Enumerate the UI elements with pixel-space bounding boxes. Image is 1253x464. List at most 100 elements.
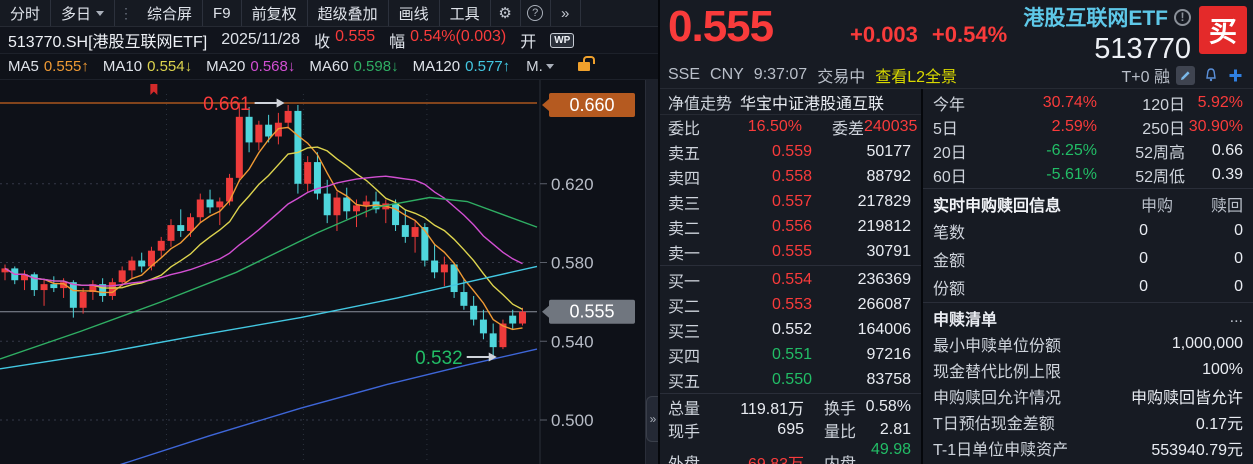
stat-label: 量比 [823, 423, 856, 441]
level-price[interactable]: 0.556 [771, 217, 812, 235]
level-label: 买四 [668, 348, 701, 366]
ma-toggle-ma20[interactable]: MA20 0.568↓ [206, 58, 295, 75]
level-price[interactable]: 0.552 [771, 320, 812, 338]
ma-more-label: M. [526, 58, 543, 75]
redemption-value: 553940.79元 [1151, 442, 1243, 459]
level-price[interactable]: 0.558 [771, 167, 812, 185]
expand-panel-button[interactable]: » [646, 396, 659, 442]
ma-value: 0.568↓ [250, 58, 296, 75]
ma-value: 0.598↓ [353, 58, 399, 75]
more-icon[interactable]: ... [1229, 308, 1243, 326]
level-volume: 266087 [857, 295, 911, 313]
redemption-row: 最小申赎单位份额 1,000,000 [923, 331, 1253, 357]
perf-value: 2.59% [1051, 118, 1097, 135]
bell-icon[interactable] [1201, 66, 1220, 85]
ma-label: MA60 [309, 58, 349, 75]
ma-toggle-ma10[interactable]: MA10 0.554↓ [103, 58, 192, 75]
bid-row[interactable]: 买二 0.553 266087 [660, 292, 921, 317]
gear-icon[interactable]: ⚙ [491, 0, 521, 26]
subscription-row: 笔数 0 0 [923, 217, 1253, 245]
level-price[interactable]: 0.555 [771, 242, 812, 260]
open-label: 开 [520, 34, 537, 51]
redemption-label: T-1日单位申赎资产 [933, 442, 1069, 459]
buy-button[interactable]: 买 [1199, 6, 1247, 54]
stat-label: 现手 [668, 423, 701, 441]
info-icon[interactable]: ! [1174, 8, 1191, 26]
level-price[interactable]: 0.554 [771, 270, 812, 288]
level-label: 卖二 [668, 220, 701, 238]
stat-label: 换手 [823, 400, 856, 418]
level-volume: 164006 [857, 320, 911, 338]
quote-time: 9:37:07 [753, 66, 808, 83]
toolbar-item-7[interactable]: 画线 [389, 0, 440, 26]
level-price[interactable]: 0.557 [771, 192, 812, 210]
help-icon[interactable]: ? [521, 0, 551, 26]
performance-grid: 今年 30.74% 120日 5.92% 5日 2.59% 250日 30.90% 20日 -6.… [923, 91, 1253, 187]
ask-row[interactable]: 卖一 0.555 30791 [660, 239, 921, 264]
chevron-down-icon [545, 64, 554, 69]
level-label: 买三 [668, 323, 701, 341]
ask-row[interactable]: 卖二 0.556 219812 [660, 214, 921, 239]
stat-value: 695 [777, 420, 804, 438]
level-price[interactable]: 0.550 [771, 370, 812, 388]
subscription-col-purchase: 申购 [1140, 197, 1173, 215]
stat-label: 外盘 [668, 450, 720, 464]
add-icon[interactable] [1226, 66, 1245, 85]
bid-row[interactable]: 买四 0.551 97216 [660, 342, 921, 367]
ask-row[interactable]: 卖三 0.557 217829 [660, 189, 921, 214]
quote-sub-bar: SSE CNY 9:37:07 交易中 查看L2全景 T+0 融 [660, 62, 1253, 89]
commission-ratio-label: 委比 [668, 120, 701, 138]
edit-icon[interactable] [1176, 65, 1195, 85]
stat-label: 总量 [668, 400, 701, 418]
level-price[interactable]: 0.551 [771, 345, 812, 363]
perf-label: 52周高 [1135, 145, 1185, 162]
dropdown-arrow-icon [96, 10, 105, 16]
fund-index-name: 华宝中证港股通互联 [740, 96, 885, 114]
ma-toggle-ma60[interactable]: MA60 0.598↓ [309, 58, 398, 75]
ask-row[interactable]: 卖五 0.559 50177 [660, 139, 921, 164]
perf-value: 30.74% [1042, 94, 1097, 111]
toolbar-item-3[interactable]: 综合屏 [137, 0, 204, 26]
help-glyph: ? [527, 5, 544, 21]
ma-toggle-ma5[interactable]: MA5 0.555↑ [8, 58, 89, 75]
ma-value: 0.577↑ [465, 58, 511, 75]
more-tools-icon[interactable]: » [551, 0, 581, 26]
candlestick-chart[interactable]: 0.661 0.532 0.660 0.620 0.580 0.555 0.540 0.500 [0, 80, 645, 464]
stat-row: 外盘69.83万内盘 49.98万 [660, 441, 921, 464]
redemption-row: T日预估现金差额 0.17元 [923, 409, 1253, 435]
toolbar-item-label: 画线 [398, 5, 429, 23]
bid-row[interactable]: 买三 0.552 164006 [660, 317, 921, 342]
toolbar-item-4[interactable]: F9 [203, 0, 242, 26]
divider [923, 188, 1253, 189]
perf-value: -5.61% [1046, 166, 1097, 183]
perf-value: -6.25% [1046, 142, 1097, 159]
fund-nav-row[interactable]: 净值走势 华宝中证港股通互联 [660, 91, 921, 115]
toolbar-item-1[interactable]: 分时 [0, 0, 52, 26]
level-label: 卖三 [668, 195, 701, 213]
level-volume: 88792 [866, 167, 912, 185]
ma-label: MA10 [102, 58, 143, 75]
level-price[interactable]: 0.559 [771, 142, 812, 160]
bid-row[interactable]: 买五 0.550 83758 [660, 367, 921, 392]
wp-icon[interactable]: WP [550, 32, 575, 48]
l2-link[interactable]: 查看L2全景 [875, 69, 958, 86]
toolbar-item-6[interactable]: 超级叠加 [308, 0, 389, 26]
unlock-icon[interactable] [577, 56, 595, 71]
svg-text:0.660: 0.660 [569, 95, 614, 115]
bid-row[interactable]: 买一 0.554 236369 [660, 267, 921, 292]
commission-row: 委比 16.50% 委差 240035 [660, 115, 921, 140]
ask-row[interactable]: 卖四 0.558 88792 [660, 164, 921, 189]
toolbar-item-2[interactable]: 多日 [51, 0, 116, 26]
toolbar-item-8[interactable]: 工具 [440, 0, 491, 26]
level-price[interactable]: 0.553 [771, 295, 812, 313]
ma-collapse-button[interactable]: M. [526, 58, 554, 75]
chart-area: 0.661 0.532 0.660 0.620 0.580 0.555 0.540 0.500… [0, 80, 659, 464]
svg-text:0.580: 0.580 [551, 254, 594, 273]
performance-row: 60日 -5.61% 52周低 0.39 [923, 163, 1253, 187]
perf-label: 5日 [933, 121, 958, 138]
stat-row: 现手 695 量比 2.81 [660, 418, 921, 441]
currency-label: CNY [710, 66, 744, 83]
ma-toggle-ma120[interactable]: MA120 0.577↑ [413, 58, 511, 75]
toolbar-item-5[interactable]: 前复权 [242, 0, 308, 26]
